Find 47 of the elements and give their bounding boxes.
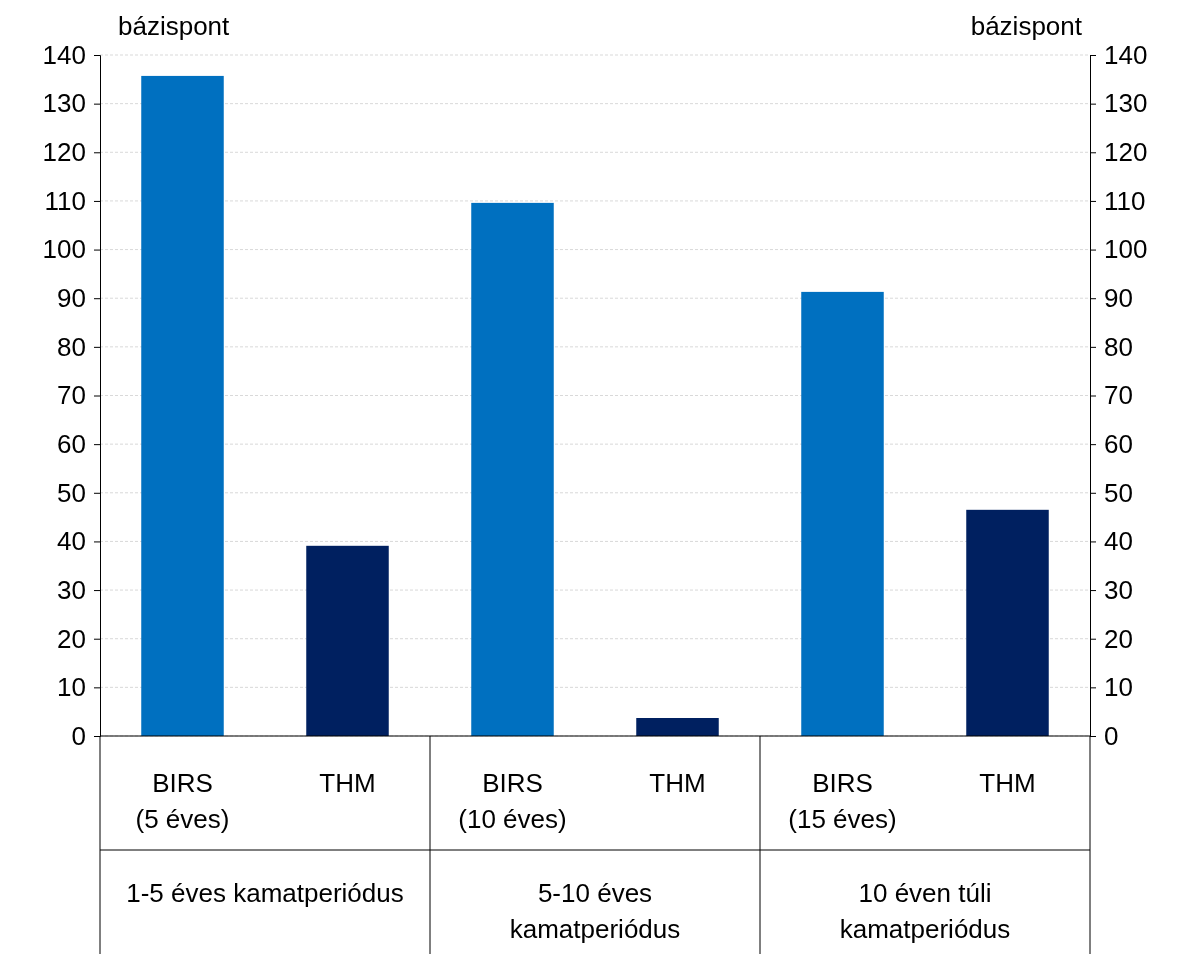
x-tick-label: BIRS (10 éves) (458, 768, 567, 834)
x-tick-label: THM (319, 768, 376, 798)
y-tick-label: 30 (57, 574, 86, 605)
bar (306, 545, 389, 736)
y-tick-label: 0 (71, 720, 86, 751)
y-tick-label: 130 (42, 88, 86, 119)
y-tick-label: 20 (57, 623, 86, 654)
bar (141, 75, 224, 736)
y2-tick-label: 130 (1104, 88, 1148, 119)
y-tick-label: 110 (44, 185, 86, 216)
y2-tick-label: 140 (1104, 39, 1148, 70)
text: 10 éven túli kamatperiódus (839, 878, 1011, 944)
y2-tick-label: 90 (1104, 283, 1133, 314)
x-tick-label: BIRS (5 éves) (135, 768, 230, 834)
y2-tick-label: 70 (1104, 380, 1133, 411)
y-tick-label: 120 (42, 137, 86, 168)
y2-tick-label: 120 (1104, 137, 1148, 168)
y-tick-label: 70 (57, 380, 86, 411)
bar (966, 509, 1049, 736)
y-tick-label: 40 (57, 526, 86, 557)
y2-tick-label: 60 (1104, 428, 1133, 459)
y-tick-label: 60 (57, 428, 86, 459)
y2-tick-label: 20 (1104, 623, 1133, 654)
x-tick-label: THM (979, 768, 1036, 798)
y-tick-label: 10 (57, 672, 86, 703)
y2-tick-label: 80 (1104, 331, 1133, 362)
y-tick-label: 140 (42, 39, 86, 70)
y2-axis-title: bázispont (970, 11, 1083, 41)
bar (801, 291, 884, 736)
y2-tick-label: 10 (1104, 672, 1133, 703)
bar (636, 718, 719, 736)
y-tick-label: 100 (42, 234, 86, 265)
y2-tick-label: 110 (1104, 185, 1146, 216)
y-axis-title: bázispont (118, 11, 231, 41)
y-tick-label: 80 (57, 331, 86, 362)
y2-tick-label: 0 (1104, 720, 1119, 751)
y2-tick-label: 30 (1104, 574, 1133, 605)
y-tick-label: 90 (57, 283, 86, 314)
y-tick-label: 50 (57, 477, 86, 508)
y2-tick-label: 40 (1104, 526, 1133, 557)
y2-tick-label: 100 (1104, 234, 1148, 265)
x-tick-label: THM (649, 768, 706, 798)
text: 1-5 éves kamatperiódus (126, 878, 404, 908)
bar (471, 202, 554, 736)
y2-tick-label: 50 (1104, 477, 1133, 508)
x-tick-label: BIRS (15 éves) (788, 768, 897, 834)
text: 5-10 éves kamatperiódus (509, 878, 681, 944)
